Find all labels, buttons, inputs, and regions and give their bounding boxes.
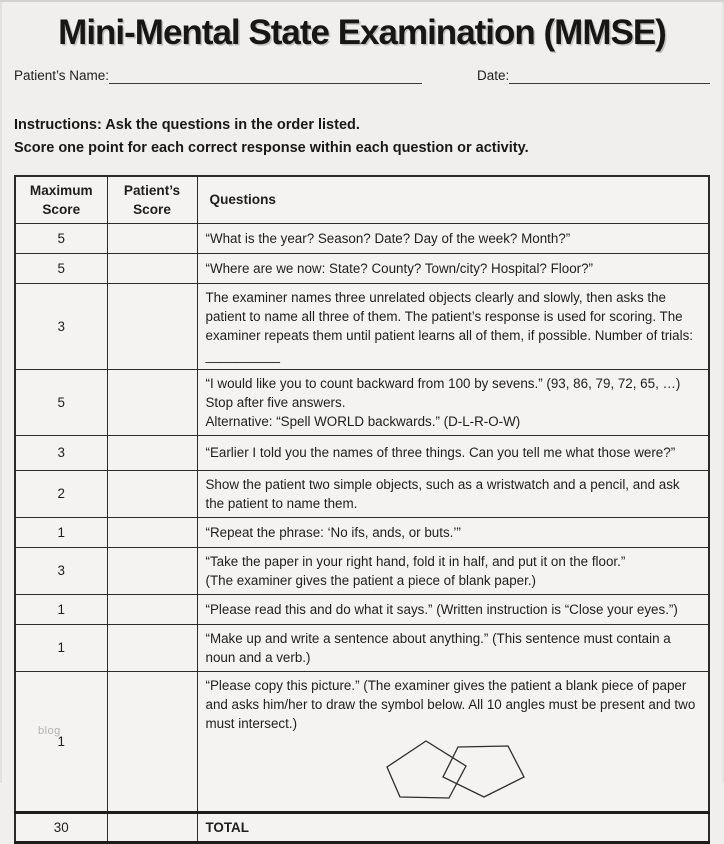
question-cell: “Where are we now: State? County? Town/c… (196, 253, 710, 285)
patient-score-cell (106, 516, 198, 548)
question-row-naming: 2 Show the patient two simple objects, s… (14, 469, 710, 518)
patient-score-cell (106, 546, 198, 595)
patient-score-cell (106, 670, 198, 813)
patient-score-cell (106, 434, 198, 471)
patient-score-cell (106, 253, 198, 285)
date-line (509, 69, 710, 84)
max-score-cell: 3 (14, 283, 108, 370)
instructions-line-2: Score one point for each correct respons… (14, 139, 529, 156)
date-field: Date: (477, 68, 710, 84)
max-score-cell: 3 (14, 546, 108, 595)
table-header-row: Maximum Score Patient’s Score Questions (14, 175, 710, 225)
question-row-writing: 1 “Make up and write a sentence about an… (14, 623, 710, 672)
question-cell: “Please copy this picture.” (The examine… (196, 670, 710, 813)
total-row: 30 TOTAL (14, 810, 710, 844)
patient-score-cell (106, 593, 198, 625)
question-cell: “Make up and write a sentence about anyt… (196, 623, 710, 672)
question-cell: “Take the paper in your right hand, fold… (196, 546, 710, 595)
question-cell: “Please read this and do what it says.” … (196, 593, 710, 625)
col-header-patients-score: Patient’s Score (106, 175, 198, 225)
question-row-orientation-time: 5 “What is the year? Season? Date? Day o… (14, 223, 710, 255)
max-score-cell: 1 (14, 623, 108, 672)
date-label: Date: (477, 68, 510, 83)
patient-score-cell (106, 469, 198, 518)
patient-score-cell (106, 623, 198, 672)
question-cell: “I would like you to count backward from… (196, 368, 710, 436)
max-score-cell: 5 (14, 368, 108, 436)
patient-score-cell (106, 283, 198, 370)
question-row-copying: 1 “Please copy this picture.” (The exami… (14, 670, 710, 813)
max-score-cell: 2 (14, 469, 108, 518)
total-patient-score-cell (106, 810, 198, 844)
question-cell: “Earlier I told you the names of three t… (196, 434, 710, 471)
watermark-text: blog (38, 725, 61, 737)
question-row-recall: 3 “Earlier I told you the names of three… (14, 434, 710, 471)
patient-name-line (109, 69, 422, 84)
col-header-questions: Questions (196, 175, 710, 225)
pentagon-left-shape (385, 740, 467, 799)
max-score-cell: 1 (14, 516, 108, 548)
question-row-orientation-place: 5 “Where are we now: State? County? Town… (14, 253, 710, 285)
question-row-repetition: 1 “Repeat the phrase: ‘No ifs, ands, or … (14, 516, 710, 548)
pentagon-right-shape (441, 745, 525, 798)
mmse-table: Maximum Score Patient’s Score Questions … (14, 174, 710, 844)
question-line-2: (The examiner gives the patient a piece … (205, 572, 537, 588)
intersecting-pentagons-figure (385, 740, 525, 799)
patient-score-cell (106, 368, 198, 436)
page-title: Mini-Mental State Examination (MMSE) (58, 13, 667, 52)
max-score-cell: 1 (14, 593, 108, 625)
question-line-1: “Take the paper in your right hand, fold… (205, 553, 626, 569)
instructions-block: Instructions: Ask the questions in the o… (14, 114, 710, 160)
question-cell: “What is the year? Season? Date? Day of … (196, 223, 710, 255)
patient-score-cell (106, 223, 198, 255)
question-line-1: “I would like you to count backward from… (205, 375, 681, 410)
question-line-2: Alternative: “Spell WORLD backwards.” (D… (205, 413, 521, 429)
total-label-cell: TOTAL (196, 810, 710, 844)
question-row-three-stage-command: 3 “Take the paper in your right hand, fo… (14, 546, 710, 595)
question-row-registration: 3 The examiner names three unrelated obj… (14, 283, 710, 370)
question-text: “Please copy this picture.” (The examine… (205, 677, 696, 731)
question-cell: Show the patient two simple objects, suc… (196, 469, 710, 518)
col-header-maximum-score: Maximum Score (14, 175, 108, 225)
max-score-cell: 5 (14, 253, 108, 285)
max-score-cell: 5 (14, 223, 108, 255)
total-max-score-cell: 30 (14, 810, 108, 844)
max-score-cell: 1 (14, 670, 108, 813)
question-row-attention: 5 “I would like you to count backward fr… (14, 368, 710, 436)
max-score-cell: 3 (14, 434, 108, 471)
instructions-line-1: Instructions: Ask the questions in the o… (14, 117, 360, 133)
question-cell: “Repeat the phrase: ‘No ifs, ands, or bu… (196, 516, 710, 548)
patient-info-row: Patient’s Name: Date: (14, 68, 710, 84)
question-cell: The examiner names three unrelated objec… (196, 283, 710, 370)
patient-name-label: Patient’s Name: (14, 68, 110, 83)
patient-name-field: Patient’s Name: (14, 68, 422, 84)
question-row-reading: 1 “Please read this and do what it says.… (14, 593, 710, 625)
